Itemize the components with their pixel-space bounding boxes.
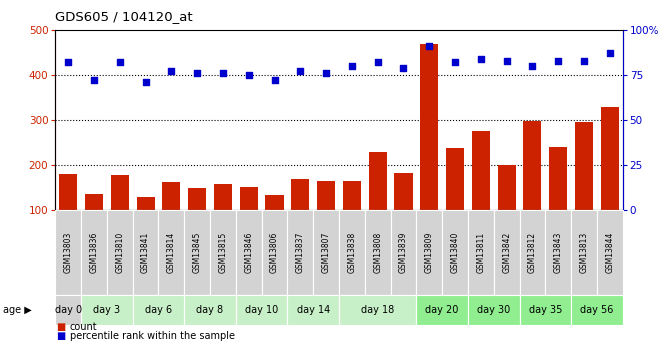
Bar — [240, 187, 258, 255]
Text: day 20: day 20 — [426, 305, 459, 315]
Text: GSM13842: GSM13842 — [502, 232, 511, 273]
Bar — [188, 188, 206, 255]
Text: day 8: day 8 — [196, 305, 224, 315]
Text: day 18: day 18 — [361, 305, 394, 315]
Text: day 14: day 14 — [296, 305, 330, 315]
Bar — [163, 182, 180, 255]
Text: GSM13841: GSM13841 — [141, 232, 150, 273]
Bar — [601, 107, 619, 255]
Bar — [472, 131, 490, 255]
Text: GSM13806: GSM13806 — [270, 232, 279, 273]
Bar — [420, 43, 438, 255]
Text: GSM13810: GSM13810 — [115, 232, 125, 273]
Text: ■: ■ — [57, 322, 66, 332]
Bar — [266, 195, 284, 255]
Text: GSM13808: GSM13808 — [373, 232, 382, 273]
Text: GSM13807: GSM13807 — [322, 232, 330, 273]
Point — [553, 58, 563, 63]
Point — [450, 60, 460, 65]
Point — [63, 60, 73, 65]
Point — [398, 65, 409, 71]
Point — [372, 60, 383, 65]
Point — [218, 70, 228, 76]
Bar — [394, 173, 412, 255]
Point — [527, 63, 537, 69]
Point — [295, 69, 306, 74]
Point — [192, 70, 202, 76]
Text: GSM13836: GSM13836 — [89, 232, 99, 273]
Text: GSM13846: GSM13846 — [244, 232, 253, 273]
Text: GSM13837: GSM13837 — [296, 232, 305, 273]
Text: GSM13845: GSM13845 — [192, 232, 202, 273]
Text: day 0: day 0 — [55, 305, 82, 315]
Point — [346, 63, 357, 69]
Point — [424, 43, 435, 49]
Text: GSM13803: GSM13803 — [64, 232, 73, 273]
Text: count: count — [70, 322, 97, 332]
Text: day 30: day 30 — [477, 305, 510, 315]
Text: GSM13838: GSM13838 — [348, 232, 356, 273]
Bar — [575, 122, 593, 255]
Bar — [523, 121, 541, 255]
Bar — [85, 194, 103, 255]
Text: GSM13843: GSM13843 — [553, 232, 563, 273]
Bar — [214, 184, 232, 255]
Text: day 10: day 10 — [245, 305, 278, 315]
Text: day 56: day 56 — [580, 305, 613, 315]
Point — [141, 79, 151, 85]
Text: GSM13809: GSM13809 — [425, 232, 434, 273]
Point — [605, 51, 615, 56]
Text: GSM13839: GSM13839 — [399, 232, 408, 273]
Bar — [59, 174, 77, 255]
Text: day 3: day 3 — [93, 305, 121, 315]
Text: GSM13811: GSM13811 — [476, 232, 486, 273]
Point — [476, 56, 486, 62]
Point — [269, 78, 280, 83]
Bar — [369, 152, 387, 255]
Bar — [549, 147, 567, 255]
Bar — [446, 148, 464, 255]
Point — [166, 69, 176, 74]
Text: GSM13814: GSM13814 — [167, 232, 176, 273]
Text: GSM13813: GSM13813 — [579, 232, 589, 273]
Bar — [343, 181, 361, 255]
Bar — [291, 179, 309, 255]
Bar — [137, 197, 155, 255]
Point — [321, 70, 332, 76]
Bar — [111, 175, 129, 255]
Point — [115, 60, 125, 65]
Bar — [498, 165, 515, 255]
Bar — [317, 181, 335, 255]
Text: day 6: day 6 — [145, 305, 172, 315]
Point — [89, 78, 99, 83]
Point — [501, 58, 512, 63]
Point — [243, 72, 254, 78]
Point — [579, 58, 589, 63]
Text: ■: ■ — [57, 331, 66, 341]
Text: GSM13812: GSM13812 — [528, 232, 537, 273]
Text: GSM13844: GSM13844 — [605, 232, 614, 273]
Text: percentile rank within the sample: percentile rank within the sample — [70, 331, 235, 341]
Text: day 35: day 35 — [529, 305, 562, 315]
Text: age ▶: age ▶ — [3, 305, 32, 315]
Text: GSM13815: GSM13815 — [218, 232, 227, 273]
Text: GSM13840: GSM13840 — [451, 232, 460, 273]
Text: GDS605 / 104120_at: GDS605 / 104120_at — [55, 10, 193, 23]
